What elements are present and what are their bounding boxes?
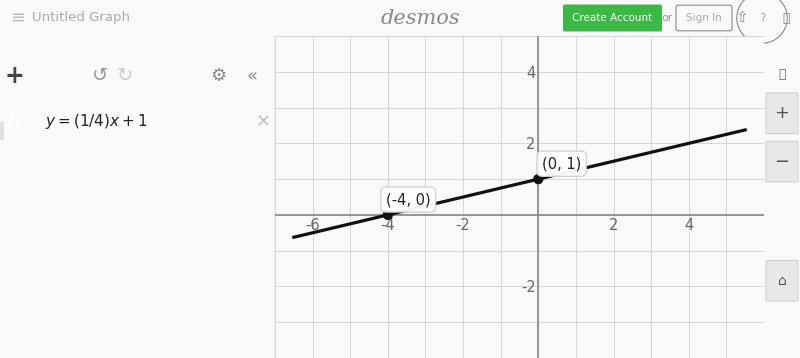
Text: or: or [662,13,673,23]
Text: N: N [6,113,23,131]
FancyBboxPatch shape [766,260,798,301]
Text: 🔧: 🔧 [778,68,786,81]
Text: (0, 1): (0, 1) [542,156,582,171]
Point [382,212,394,218]
Bar [0,122,4,140]
Text: ⌂: ⌂ [778,274,786,288]
Text: ×: × [255,113,270,131]
Text: 🌐: 🌐 [782,11,790,24]
Text: +: + [4,64,24,88]
Text: ⚙: ⚙ [210,67,226,85]
Text: ⇧: ⇧ [736,10,748,25]
Text: $y = (1/4)x + 1$: $y = (1/4)x + 1$ [45,112,147,131]
FancyBboxPatch shape [766,141,798,182]
Text: (-4, 0): (-4, 0) [386,192,430,207]
Text: Untitled Graph: Untitled Graph [32,11,130,24]
Text: Create Account: Create Account [572,13,652,23]
Text: ↻: ↻ [117,67,133,86]
FancyBboxPatch shape [766,93,798,134]
Text: Sign In: Sign In [686,13,722,23]
Text: desmos: desmos [380,9,460,28]
Text: +: + [774,104,790,122]
Text: ↺: ↺ [92,67,108,86]
Text: ≡: ≡ [10,9,25,27]
Text: «: « [246,67,258,85]
Text: −: − [774,153,790,170]
Text: ?: ? [758,11,766,24]
FancyBboxPatch shape [563,5,662,32]
Point [532,176,545,182]
